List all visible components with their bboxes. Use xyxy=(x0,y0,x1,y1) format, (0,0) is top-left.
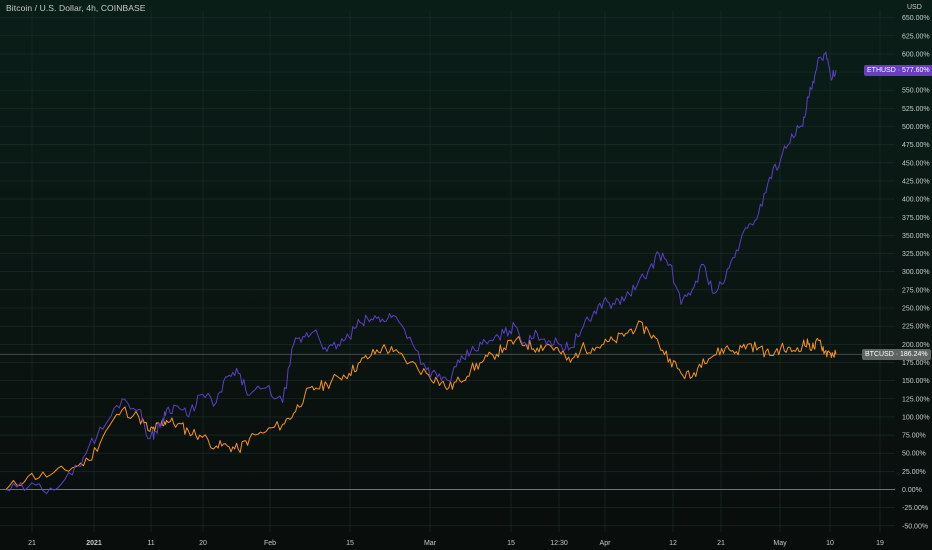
ethusd-last-value-tag: ETHUSD · 577.60% xyxy=(864,64,932,76)
price-axis[interactable]: 650.00%625.00%600.00%575.00%550.00%525.0… xyxy=(902,15,930,530)
x-tick-label: Apr xyxy=(600,540,612,547)
x-tick-label: 10 xyxy=(826,540,834,547)
y-tick-label: 0.00% xyxy=(902,487,922,494)
y-tick-label: 200.00% xyxy=(902,342,930,349)
y-tick-label: 175.00% xyxy=(902,360,930,367)
x-tick-label: 19 xyxy=(876,540,884,547)
y-tick-label: 450.00% xyxy=(902,160,930,167)
x-tick-label: May xyxy=(773,540,787,547)
y-tick-label: 25.00% xyxy=(902,469,926,476)
reference-lines xyxy=(0,353,895,490)
y-tick-label: 375.00% xyxy=(902,215,930,222)
axis-currency-label[interactable]: USD xyxy=(907,4,922,11)
x-tick-label: 20 xyxy=(199,540,207,547)
y-tick-label: 600.00% xyxy=(902,51,930,58)
y-tick-label: 425.00% xyxy=(902,178,930,185)
x-tick-label: Feb xyxy=(264,540,276,547)
x-tick-label: 12 xyxy=(669,540,677,547)
x-tick-label: 15 xyxy=(346,540,354,547)
x-tick-label: 2021 xyxy=(86,540,102,547)
x-tick-label: 21 xyxy=(28,540,36,547)
y-tick-label: 50.00% xyxy=(902,451,926,458)
x-tick-label: 11 xyxy=(147,540,154,547)
y-tick-label: 75.00% xyxy=(902,433,926,440)
y-tick-label: 250.00% xyxy=(902,306,930,313)
y-tick-label: 500.00% xyxy=(902,124,930,131)
y-tick-label: 625.00% xyxy=(902,33,930,40)
series-line-ethusd xyxy=(5,51,837,495)
y-tick-label: 650.00% xyxy=(902,15,930,22)
y-tick-label: 400.00% xyxy=(902,197,930,204)
x-tick-label: 15 xyxy=(507,540,515,547)
series-layer xyxy=(5,51,837,495)
y-tick-label: 525.00% xyxy=(902,106,930,113)
y-tick-label: -25.00% xyxy=(902,505,928,512)
y-tick-label: -50.00% xyxy=(902,523,928,530)
time-axis[interactable]: 21 2021 11 20 Feb 15 Mar 15 12:30 Apr 12 21 May 10 19 xyxy=(28,540,884,547)
y-tick-label: 150.00% xyxy=(902,378,930,385)
y-tick-label: 350.00% xyxy=(902,233,930,240)
y-tick-label: 275.00% xyxy=(902,287,930,294)
grid-layer xyxy=(0,10,895,532)
y-tick-label: 125.00% xyxy=(902,396,930,403)
y-tick-label: 100.00% xyxy=(902,414,930,421)
series-line-btcusd xyxy=(5,320,837,490)
chart-title: Bitcoin / U.S. Dollar, 4h, COINBASE xyxy=(6,3,146,13)
y-tick-label: 225.00% xyxy=(902,324,930,331)
y-tick-label: 325.00% xyxy=(902,251,930,258)
y-tick-label: 475.00% xyxy=(902,142,930,149)
y-tick-label: 300.00% xyxy=(902,269,930,276)
x-tick-label: Mar xyxy=(424,540,437,547)
y-tick-label: 550.00% xyxy=(902,88,930,95)
x-tick-label: 21 xyxy=(717,540,725,547)
x-tick-label: 12:30 xyxy=(550,540,568,547)
btcusd-last-value-tag: BTCUSD · 186.24% xyxy=(862,348,931,360)
